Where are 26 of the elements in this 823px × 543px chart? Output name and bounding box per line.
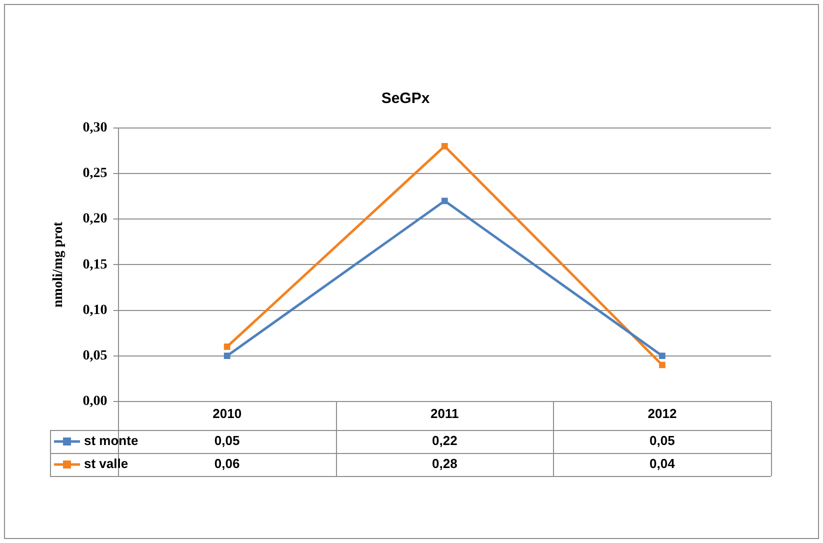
y-tick-label: 0,15: [82, 257, 108, 272]
y-axis-title: nmoli/mg prot: [51, 222, 66, 308]
x-tick-label: 2011: [430, 406, 459, 421]
point: [224, 344, 230, 350]
y-tick-label: 0,10: [82, 302, 108, 318]
data-label: 0,05: [650, 433, 675, 448]
legend-label: st monte: [84, 433, 138, 448]
data-label: 0,04: [650, 456, 676, 472]
chart-title: SeGPx: [381, 90, 430, 108]
x-tick-label: 2010: [212, 406, 242, 421]
data-label: 0,28: [432, 456, 458, 472]
data-label: 0,06: [214, 456, 240, 472]
point: [659, 352, 666, 360]
data-label: 0,05: [214, 433, 240, 448]
point: [441, 143, 448, 150]
y-tick-label: 0,30: [82, 120, 108, 136]
point: [224, 352, 230, 360]
y-tick-label: 0,00: [82, 394, 108, 410]
y-tick-label: 0,20: [82, 212, 108, 227]
point: [441, 198, 448, 204]
point: [659, 362, 666, 368]
y-tick-label: 0,25: [82, 166, 108, 182]
x-tick-label: 2012: [648, 406, 677, 421]
y-tick-label: 0,05: [82, 348, 108, 364]
legend-label: st valle: [84, 456, 128, 472]
data-label: 0,22: [432, 433, 458, 448]
